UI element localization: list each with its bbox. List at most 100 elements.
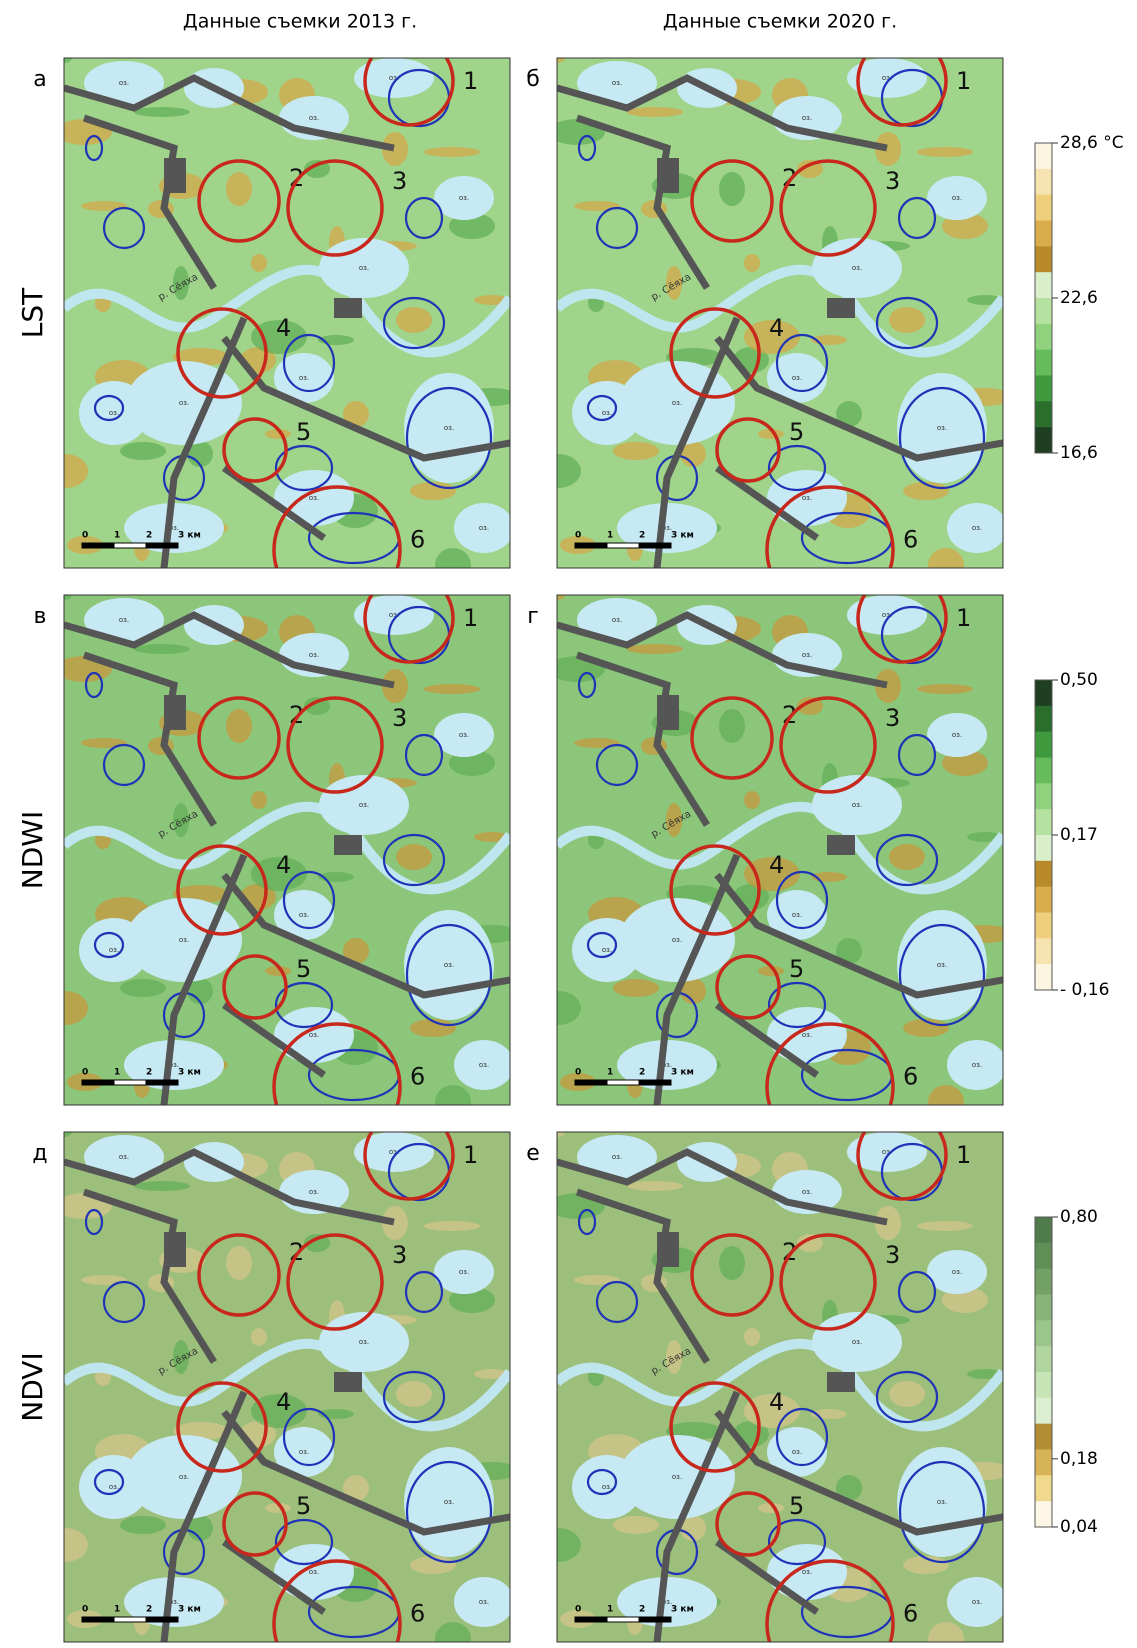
scale-segment: [574, 1079, 608, 1086]
lake-outline: [84, 134, 104, 162]
lake: [454, 1577, 510, 1627]
zone-circle: [272, 1022, 402, 1105]
lake: [354, 1132, 434, 1172]
lake-label: оз.: [444, 1498, 454, 1506]
index-patch: [173, 803, 189, 837]
lake-label: оз.: [359, 264, 369, 272]
lake-outline: [595, 743, 639, 787]
lake: [767, 890, 827, 940]
lake-outline: [404, 1270, 444, 1314]
lake-outline: [282, 870, 336, 930]
scale-segment: [638, 1079, 672, 1086]
index-patch: [120, 1516, 166, 1534]
index-patch: [557, 58, 565, 63]
lake: [767, 470, 847, 526]
index-patch: [64, 991, 88, 1025]
lake: [274, 353, 334, 403]
index-patch: [134, 644, 190, 654]
scale-label: 1: [607, 1605, 613, 1615]
zone-circle: [779, 1233, 877, 1331]
lake: [354, 58, 434, 98]
road: [557, 611, 888, 689]
colorbar-label: 28,6 °C: [1060, 133, 1124, 153]
lake-outline: [274, 444, 334, 492]
index-patch: [424, 1221, 480, 1231]
scale-bar: 0 1 2 3 км: [574, 1068, 694, 1086]
lake: [434, 1250, 494, 1294]
lake-label: оз.: [169, 524, 179, 532]
index-patch: [134, 1181, 190, 1191]
index-patch: [613, 442, 659, 460]
settlement: [164, 1232, 186, 1267]
index-patch: [744, 791, 760, 809]
panel-letter: г: [527, 604, 539, 629]
index-patch: [424, 684, 480, 694]
index-patch: [557, 454, 581, 488]
zone-number: 1: [956, 1141, 971, 1169]
road: [714, 465, 820, 541]
lake-outline: [102, 1280, 146, 1324]
zone-circle: [715, 954, 781, 1020]
index-patch: [613, 1516, 659, 1534]
lake-outline: [875, 296, 939, 350]
scale-label: 3 км: [178, 531, 201, 541]
zone-number: 1: [956, 604, 971, 632]
lake: [847, 1132, 927, 1172]
lake-outline: [897, 196, 937, 240]
scale-segment: [574, 1616, 608, 1623]
road: [160, 316, 248, 568]
zone-circle: [856, 58, 948, 127]
lake: [124, 1040, 224, 1090]
colorbar-step: [1035, 168, 1052, 196]
settlement: [334, 1372, 362, 1392]
lake-label: оз.: [479, 1598, 489, 1606]
lake-label: оз.: [359, 1338, 369, 1346]
lake: [84, 1135, 164, 1179]
zone-circle: [669, 844, 761, 936]
colorbar-step: [1035, 220, 1052, 247]
zone-number: 5: [789, 955, 804, 983]
lake-outline: [382, 1370, 446, 1424]
lake-outline: [586, 394, 618, 422]
settlement: [334, 298, 362, 318]
colorbar-step: [1035, 349, 1052, 376]
lake-label: оз.: [852, 264, 862, 272]
colorbar-label: 16,6: [1060, 443, 1098, 463]
river: [64, 1338, 510, 1432]
zone-number: 1: [463, 1141, 478, 1169]
zone-number: 5: [789, 418, 804, 446]
lake: [274, 890, 334, 940]
index-patch: [382, 669, 408, 703]
index-patch: [574, 738, 620, 748]
scale-segment: [113, 1616, 147, 1623]
map-frame: [556, 594, 1004, 1106]
scale-bar: 0 1 2 3 км: [81, 1068, 201, 1086]
lake-outline: [767, 1518, 827, 1566]
index-patch: [64, 595, 72, 600]
index-patch: [744, 1328, 760, 1346]
index-patch: [173, 266, 189, 300]
river: [557, 264, 1003, 358]
scale-segment: [638, 542, 672, 549]
lake-label: оз.: [602, 1483, 612, 1491]
zone-number: 6: [410, 525, 425, 553]
index-patch: [836, 401, 862, 427]
lake-label: оз.: [802, 1568, 812, 1576]
zone-circle: [856, 1132, 948, 1201]
scale-segment: [638, 1616, 672, 1623]
lake: [767, 353, 827, 403]
colorbar-step: [1035, 1449, 1052, 1476]
index-patch: [889, 1381, 925, 1407]
index-patch: [836, 938, 862, 964]
lake-label: оз.: [359, 801, 369, 809]
lake: [847, 58, 927, 98]
index-patch: [187, 441, 213, 467]
settlement: [657, 1232, 679, 1267]
scale-label: 2: [146, 531, 152, 541]
zone-circle: [176, 1381, 268, 1473]
index-patch: [557, 1528, 581, 1562]
lake-label: оз.: [459, 731, 469, 739]
index-patch: [64, 1132, 72, 1137]
zone-circle: [286, 159, 384, 257]
colorbar-label: - 0,16: [1060, 980, 1109, 1000]
